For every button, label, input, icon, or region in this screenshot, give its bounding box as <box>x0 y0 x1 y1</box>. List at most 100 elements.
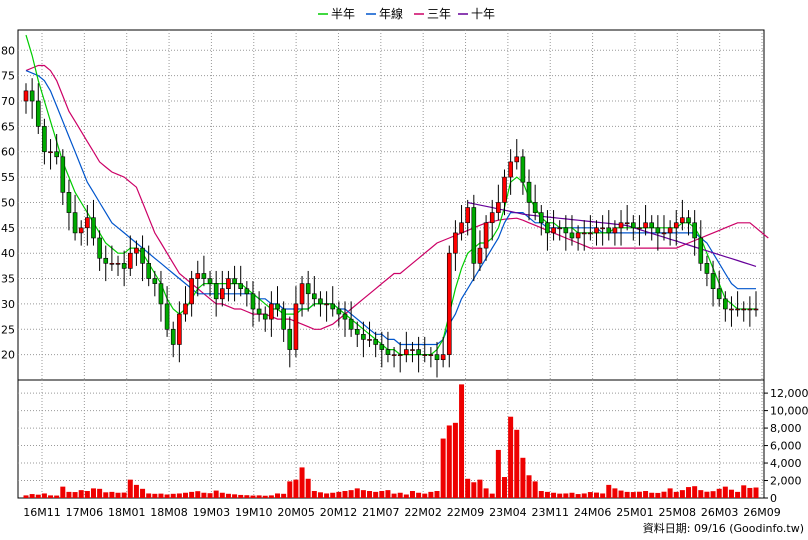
volume-bar <box>330 492 336 498</box>
candle-body <box>42 126 47 153</box>
candle-body <box>232 278 237 284</box>
volume-bar <box>336 491 342 498</box>
volume-bar <box>501 477 507 498</box>
volume-bar <box>544 491 550 498</box>
x-tick-label: 22M09 <box>447 506 485 519</box>
candle-body <box>557 227 562 230</box>
candle-body <box>477 247 483 264</box>
x-tick-label: 23M11 <box>531 506 569 519</box>
volume-bar <box>348 490 354 498</box>
candle-body <box>373 339 378 345</box>
volume-bar <box>48 495 54 498</box>
candle-body <box>569 232 575 239</box>
volume-bar <box>434 491 440 498</box>
volume-bar <box>60 486 66 498</box>
volume-bar <box>281 493 287 498</box>
volume-bar <box>78 490 84 498</box>
price-tick-label: 45 <box>1 222 15 235</box>
price-grid <box>18 30 764 380</box>
volume-bar <box>397 492 403 498</box>
candle-body <box>404 349 409 355</box>
volume-bar <box>201 492 207 498</box>
volume-bar <box>569 492 575 498</box>
candle-body <box>269 303 274 320</box>
volume-bar <box>158 493 164 498</box>
volume-bar <box>600 493 606 498</box>
volume-bar <box>299 467 305 498</box>
candle-body <box>91 217 96 239</box>
volume-bars <box>23 384 759 498</box>
candle-body <box>72 212 78 234</box>
volume-bar <box>551 492 557 498</box>
volume-bar <box>643 491 649 498</box>
price-tick-label: 70 <box>1 95 15 108</box>
volume-bar <box>97 488 103 498</box>
volume-bar <box>735 491 741 498</box>
candle-body <box>716 288 722 300</box>
candle-body <box>146 263 151 279</box>
volume-bar <box>238 494 244 498</box>
volume-bar <box>606 484 612 498</box>
candle-body <box>502 176 507 203</box>
candle-body <box>416 349 421 355</box>
candle-body <box>459 222 464 234</box>
volume-bar <box>520 457 526 498</box>
volume-bar <box>508 416 514 498</box>
volume-tick-label: 10,000 <box>770 405 808 418</box>
volume-bar <box>182 492 188 498</box>
candlesticks <box>23 78 759 378</box>
candle-body <box>575 232 581 239</box>
x-tick-label: 26M09 <box>743 506 781 519</box>
volume-bar <box>121 492 127 498</box>
candle-body <box>367 339 372 341</box>
candle-body <box>195 273 201 279</box>
candle-body <box>600 227 605 230</box>
volume-bar <box>90 488 96 498</box>
candle-body <box>379 344 385 350</box>
x-tick-label: 26M03 <box>701 506 739 519</box>
candle-body <box>115 263 121 265</box>
volume-bar <box>84 491 90 498</box>
volume-bar <box>655 492 661 498</box>
candle-body <box>514 156 520 163</box>
candle-body <box>538 212 544 224</box>
volume-bar <box>649 492 655 498</box>
candle-body <box>226 278 231 289</box>
candle-body <box>594 227 599 234</box>
x-tick-label: 16M11 <box>23 506 61 519</box>
volume-bar <box>581 493 587 498</box>
price-tick-label: 55 <box>1 171 15 184</box>
x-tick-label: 19M10 <box>235 506 273 519</box>
volume-tick-label: 6,000 <box>770 440 802 453</box>
candle-body <box>551 227 556 234</box>
volume-bar <box>452 422 458 498</box>
volume-bar <box>618 490 624 498</box>
candle-body <box>262 313 268 320</box>
candle-body <box>134 247 139 254</box>
x-tick-label: 22M02 <box>404 506 442 519</box>
volume-bar <box>526 475 532 498</box>
volume-bar <box>170 493 176 498</box>
candle-body <box>170 328 176 345</box>
volume-tick-label: 4,000 <box>770 457 802 470</box>
candle-body <box>729 308 734 311</box>
candle-body <box>410 349 415 351</box>
candle-body <box>330 303 336 310</box>
candle-body <box>85 217 90 229</box>
candle-body <box>471 207 477 264</box>
volume-bar <box>225 493 231 498</box>
candle-body <box>140 247 145 264</box>
volume-bar <box>483 488 489 498</box>
x-tick-label: 25M01 <box>616 506 654 519</box>
price-tick-label: 80 <box>1 44 15 57</box>
volume-bar <box>317 492 323 498</box>
candle-body <box>397 354 403 356</box>
candle-body <box>220 288 225 300</box>
volume-bar <box>692 486 698 498</box>
candle-body <box>256 308 262 315</box>
volume-bar <box>305 478 311 498</box>
candle-body <box>103 257 109 264</box>
volume-bar <box>256 495 262 498</box>
candle-body <box>704 263 710 274</box>
candle-body <box>213 283 219 300</box>
